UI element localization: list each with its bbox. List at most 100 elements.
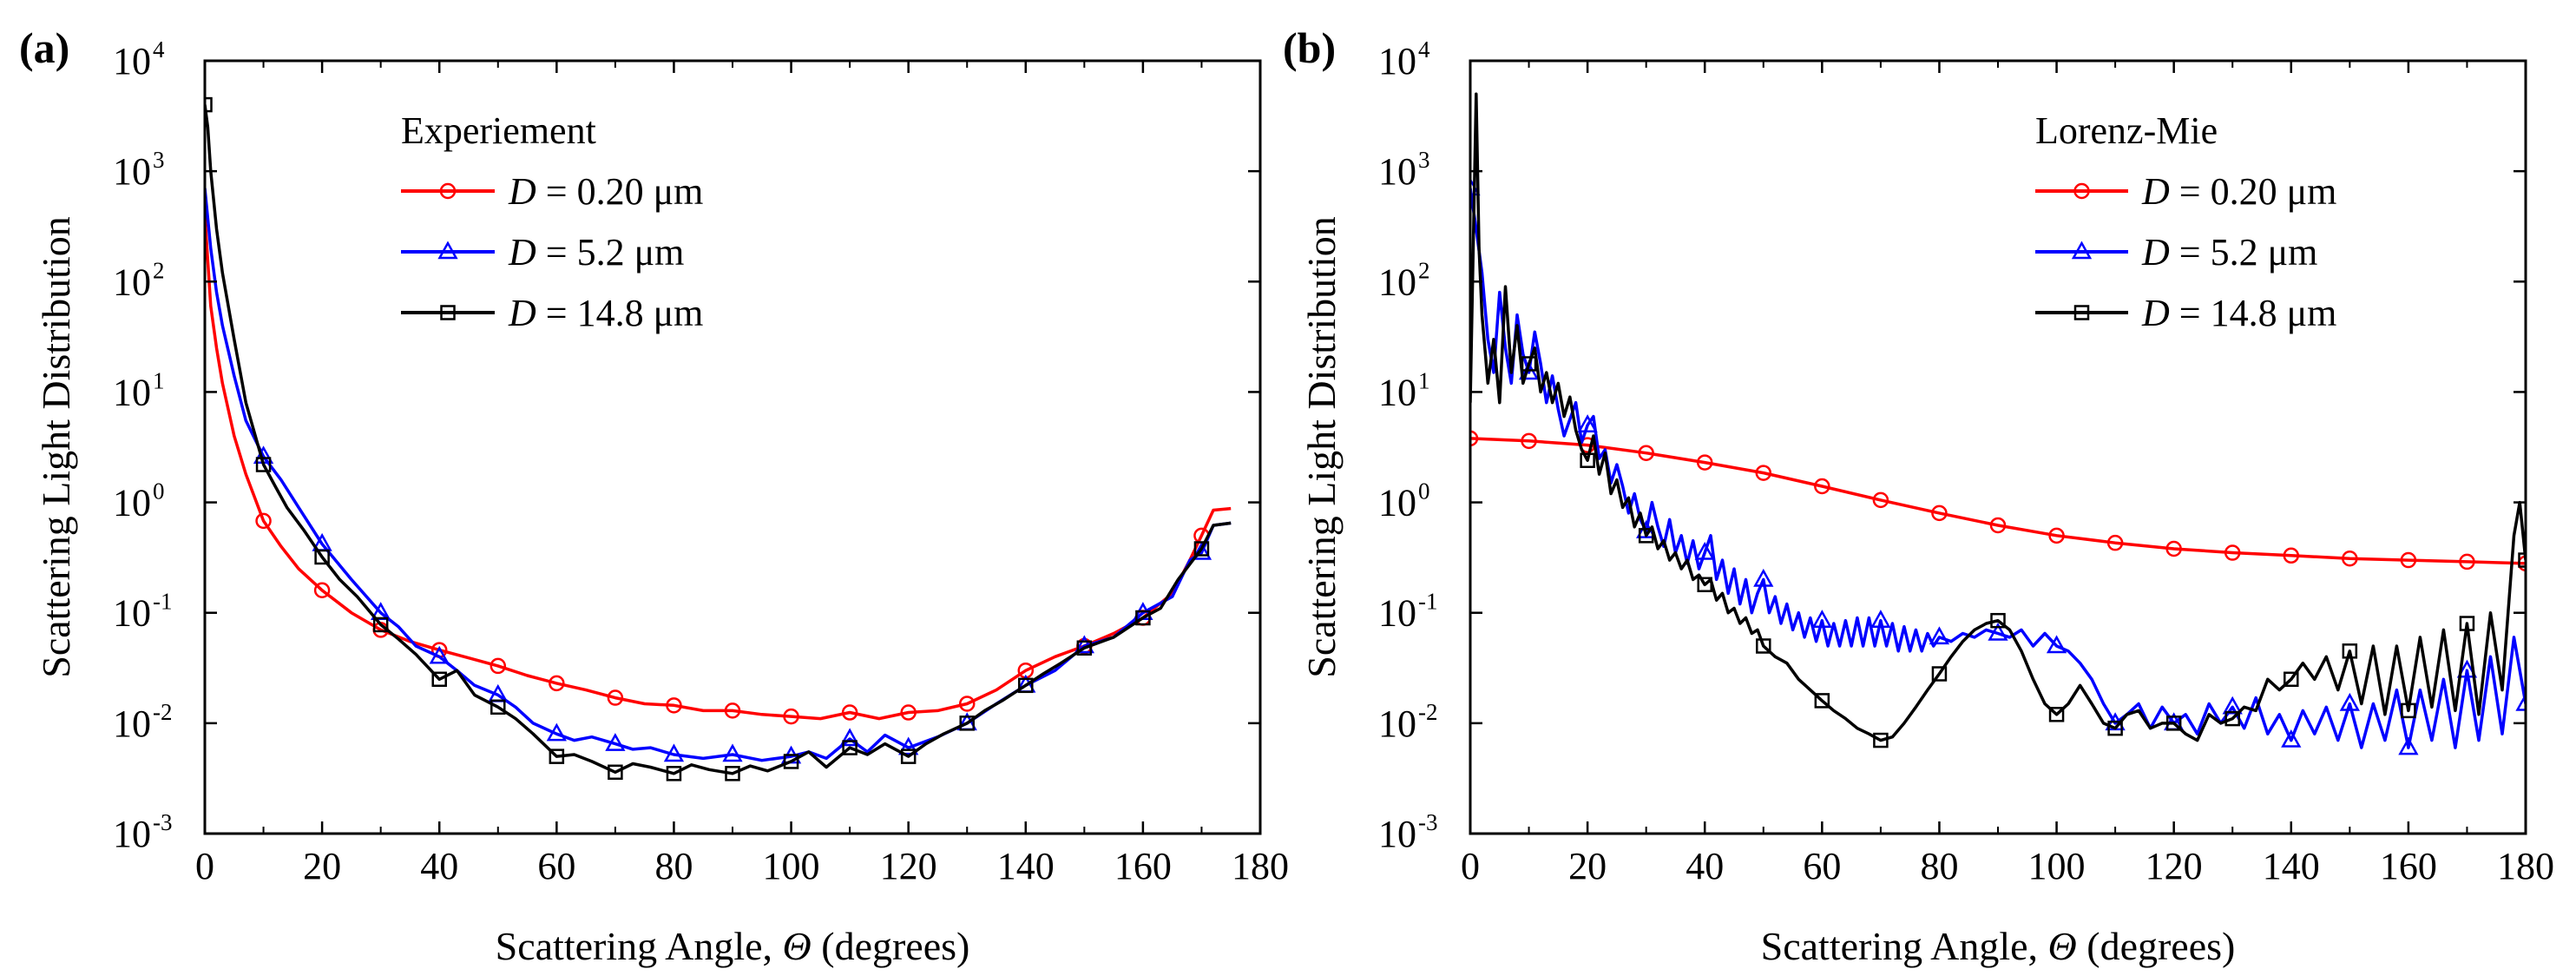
series-marker-b-2-13 [2284, 671, 2299, 688]
x-tick-label-b-0: 0 [1461, 845, 1480, 887]
series-marker-b-1-16 [2398, 736, 2419, 755]
x-tick-labels-b: 0 20 40 60 80 100 120 140 160 180 [1461, 845, 2554, 887]
series-marker-a-1-5 [546, 722, 567, 742]
x-axis-title-a: Scattering Angle, Θ (degrees) [496, 924, 970, 968]
legend-title-a: Experiement [401, 109, 596, 152]
series-marker-a-0-12 [958, 696, 976, 712]
series-marker-a-1-10 [839, 728, 860, 747]
series-marker-b-0-4 [1696, 454, 1713, 471]
series-marker-b-2-16 [2459, 616, 2475, 631]
series-marker-b-1-8 [1929, 626, 1950, 645]
y-tick-label-a-3: 10 [113, 482, 151, 524]
tick-marks-a [203, 59, 1262, 835]
legend-entry-b-0: D = 0.20 μm [2035, 170, 2336, 213]
y-tick-exponent-b-4: 1 [1418, 367, 1430, 393]
tick-marks-b [1469, 59, 2527, 835]
series-marker-a-0-4 [490, 657, 507, 675]
series-marker-b-0-11 [2106, 534, 2124, 551]
x-axis-theta-symbol-b: Θ [2048, 924, 2077, 968]
y-tick-exponent-a-6: 3 [153, 147, 165, 173]
series-marker-a-2-4 [431, 671, 447, 688]
series-marker-a-0-10 [841, 704, 858, 721]
x-tick-labels-a: 0 20 40 60 80 100 120 140 160 180 [195, 845, 1289, 887]
legend-a: Experiement D = 0.20 μm D = 5.2 μm D = 1… [401, 109, 703, 334]
series-marker-b-2-5 [1814, 693, 1830, 709]
series-marker-b-2-6 [1873, 732, 1889, 748]
series-marker-b-0-7 [1872, 491, 1889, 509]
legend-marker-a-2 [440, 305, 456, 320]
series-marker-b-0-16 [2400, 551, 2417, 569]
legend-marker-b-0 [2073, 182, 2090, 200]
y-tick-label-b-6: 10 [1378, 150, 1416, 193]
panel-label-b: (b) [1283, 23, 1336, 72]
panel-b: (b) Scattering Light Distribution 10 -310… [1283, 23, 2554, 968]
x-tick-label-a-4: 80 [654, 845, 693, 887]
series-marker-a-2-5 [490, 699, 506, 716]
legend-entry-a-1: D = 5.2 μm [401, 231, 684, 274]
y-tick-label-b-4: 10 [1378, 371, 1416, 413]
y-tick-label-b-7: 10 [1378, 40, 1416, 82]
series-marker-b-0-17 [2459, 553, 2475, 570]
series-marker-a-2-7 [608, 764, 623, 781]
series-marker-b-2-9 [2048, 707, 2065, 722]
legend-var-a-1: D [508, 231, 536, 274]
legend-entry-a-2: D = 14.8 μm [401, 292, 703, 334]
x-tick-label-b-5: 100 [2028, 845, 2086, 887]
y-tick-label-a-1: 10 [113, 702, 151, 745]
series-marker-b-0-1 [1521, 432, 1537, 450]
legend-marker-b-2 [2073, 305, 2090, 320]
series-marker-a-1-14 [1074, 635, 1094, 654]
y-tick-exponent-b-5: 2 [1418, 257, 1430, 283]
series-marker-a-0-0 [255, 512, 272, 530]
legend-rest-b-0: = 0.20 μm [2170, 170, 2337, 213]
series-marker-b-2-1 [1580, 452, 1595, 468]
series-line-b-1 [1470, 188, 2526, 749]
y-tick-label-a-5: 10 [113, 260, 151, 303]
y-tick-label-b-1: 10 [1378, 702, 1416, 745]
series-marker-b-0-12 [2165, 540, 2182, 557]
x-tick-label-b-9: 180 [2497, 845, 2554, 887]
x-tick-label-b-7: 140 [2263, 845, 2320, 887]
series-marker-b-1-2 [1577, 414, 1598, 432]
series-marker-a-2-16 [1135, 610, 1151, 626]
legend-rest-a-2: = 14.8 μm [536, 292, 704, 334]
series-marker-a-0-9 [783, 708, 799, 725]
y-tick-label-a-6: 10 [113, 150, 151, 193]
series-marker-a-2-2 [314, 549, 330, 565]
series-layer-a [205, 96, 1232, 781]
series-marker-b-2-8 [1990, 612, 2006, 629]
series-marker-b-0-0 [1470, 430, 1479, 447]
x-tick-label-a-7: 140 [997, 845, 1055, 887]
series-marker-a-2-13 [959, 716, 975, 731]
series-marker-b-2-7 [1931, 666, 1948, 682]
series-marker-a-2-17 [1193, 541, 1210, 557]
series-marker-b-0-14 [2283, 547, 2300, 564]
legend-label-b-0: D = 0.20 μm [2141, 170, 2336, 213]
x-tick-label-b-8: 160 [2380, 845, 2437, 887]
y-tick-label-a-7: 10 [113, 40, 151, 82]
series-marker-a-2-10 [783, 754, 799, 769]
x-tick-label-a-9: 180 [1232, 845, 1289, 887]
x-axis-title-text-b: Scattering Angle, [1761, 924, 2048, 968]
x-tick-label-a-1: 20 [303, 845, 341, 887]
series-marker-a-2-14 [1018, 677, 1034, 694]
y-tick-exponent-a-2: -1 [153, 589, 173, 615]
series-marker-b-2-17 [2518, 552, 2526, 568]
legend-marker-shape-b-0 [2073, 182, 2090, 200]
series-marker-b-2-0 [1521, 356, 1537, 372]
series-marker-b-2-2 [1638, 528, 1654, 544]
legend-entry-a-0: D = 0.20 μm [401, 170, 703, 213]
legend-label-a-2: D = 14.8 μm [508, 292, 703, 334]
y-axis-title-b: Scattering Light Distribution [1299, 216, 1344, 678]
y-tick-exponent-a-3: 0 [153, 478, 165, 504]
y-tick-label-b-2: 10 [1378, 592, 1416, 635]
legend-label-a-0: D = 0.20 μm [508, 170, 703, 213]
series-marker-a-0-6 [607, 689, 624, 706]
y-axis-title-a: Scattering Light Distribution [34, 216, 78, 678]
series-line-a-2 [205, 104, 1232, 775]
series-marker-b-0-13 [2224, 544, 2241, 561]
legend-rest-b-1: = 5.2 μm [2170, 231, 2318, 274]
legend-marker-shape-a-2 [440, 305, 456, 320]
